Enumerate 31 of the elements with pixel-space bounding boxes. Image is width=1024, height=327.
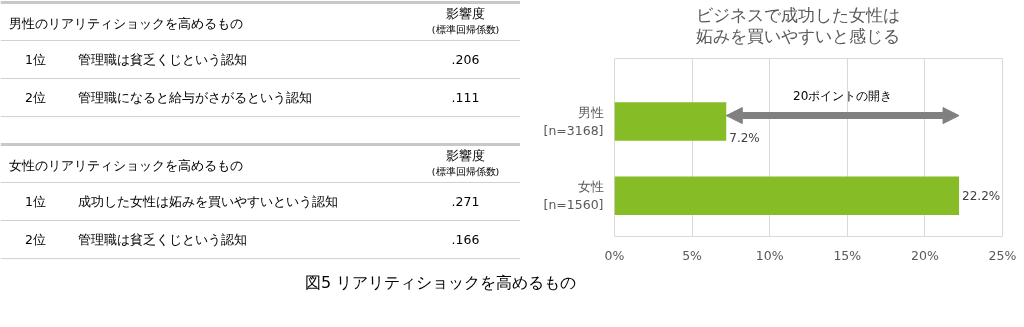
text: 1位	[25, 194, 46, 209]
annotation: 20ポイントの開き	[793, 88, 893, 103]
data-label: .206	[451, 52, 480, 67]
category-label: 管理職は貧乏くじという認知	[77, 232, 247, 248]
data-label: .111	[451, 90, 480, 106]
data-label: .271	[451, 194, 480, 209]
text: 男性のリアリティショックを高めるもの	[8, 15, 243, 31]
text: (標準回帰係数)	[431, 24, 500, 36]
x-tick-label: 0%	[604, 247, 625, 262]
x-tick-label: 25%	[988, 247, 1017, 262]
text: 影響度	[446, 6, 485, 22]
text: (標準回帰係数)	[431, 166, 500, 178]
x-tick-label: 20%	[911, 247, 939, 262]
category-label: 成功した女性は妬みを買いやすいという認知	[77, 194, 338, 209]
category-label: 管理職は貧乏くじという認知	[77, 52, 247, 67]
data-label: 22.2%	[962, 188, 1001, 203]
x-tick-label: 10%	[755, 247, 784, 262]
text: 影響度	[446, 148, 485, 164]
text: 2位	[25, 232, 46, 248]
y-tick-label: 男性 [n=3168]	[543, 104, 604, 138]
x-tick-label: 5%	[682, 247, 703, 262]
data-label: .166	[451, 232, 480, 248]
category-label: 管理職になると給与がさがるという認知	[77, 90, 312, 106]
data-label: 7.2%	[729, 130, 760, 145]
text: 2位	[25, 90, 46, 106]
text: 1位	[25, 52, 46, 67]
x-tick-label: 15%	[833, 247, 862, 262]
text: 女性のリアリティショックを高めるもの	[8, 157, 243, 173]
chart-title: ビジネスで成功した女性は妬みを買いやすいと感じる	[694, 5, 901, 48]
caption: 図5 リアリティショックを高めるもの	[305, 271, 577, 294]
y-tick-label: 女性 [n=1560]	[543, 178, 604, 212]
